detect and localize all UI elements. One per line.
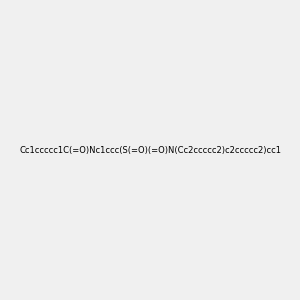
Text: Cc1ccccc1C(=O)Nc1ccc(S(=O)(=O)N(Cc2ccccc2)c2ccccc2)cc1: Cc1ccccc1C(=O)Nc1ccc(S(=O)(=O)N(Cc2ccccc…	[19, 146, 281, 154]
